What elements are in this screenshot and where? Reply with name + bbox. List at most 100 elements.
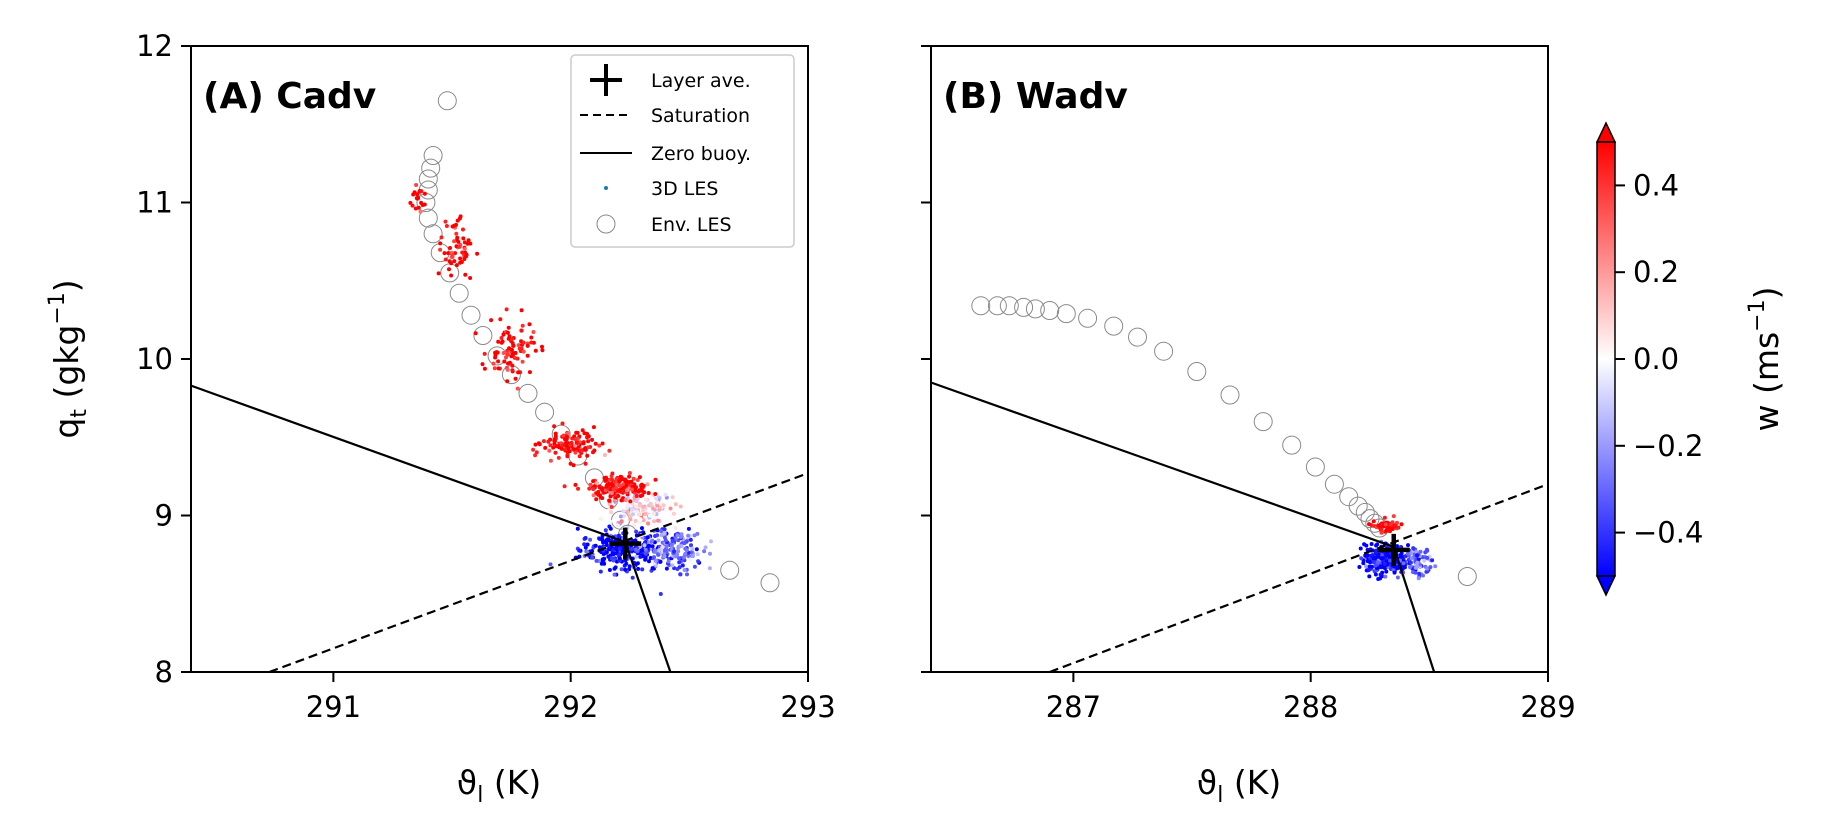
3d-les-point bbox=[548, 562, 553, 567]
env-les-point bbox=[1014, 297, 1034, 317]
3d-les-point bbox=[1367, 567, 1372, 572]
3d-les-point bbox=[496, 339, 501, 344]
3d-les-point bbox=[531, 447, 536, 452]
3d-les-point bbox=[442, 251, 447, 256]
3d-les-point bbox=[1395, 566, 1400, 571]
3d-les-point bbox=[413, 206, 418, 211]
3d-les-point bbox=[447, 267, 451, 272]
3d-les-point bbox=[640, 508, 645, 513]
3d-les-point bbox=[637, 488, 642, 493]
env-les-point bbox=[449, 283, 469, 303]
3d-les-point bbox=[1414, 549, 1419, 554]
3d-les-point bbox=[449, 273, 454, 278]
3d-les-point bbox=[597, 443, 602, 448]
3d-les-point bbox=[640, 567, 645, 572]
3d-les-point bbox=[612, 572, 617, 577]
3d-les-point bbox=[616, 494, 621, 498]
3d-les-point bbox=[622, 514, 626, 518]
x-tick-label: 288 bbox=[1283, 690, 1338, 724]
3d-les-point bbox=[627, 480, 632, 484]
3d-les-point bbox=[499, 336, 504, 340]
3d-les-point bbox=[412, 190, 417, 195]
3d-les-point bbox=[690, 546, 695, 551]
3d-les-point bbox=[1421, 573, 1425, 578]
3d-les-point bbox=[498, 317, 503, 322]
3d-les-point bbox=[662, 531, 667, 536]
3d-les-point bbox=[676, 549, 681, 554]
3d-les-point bbox=[668, 506, 673, 511]
env-les-point bbox=[971, 296, 991, 316]
3d-les-point bbox=[663, 492, 668, 497]
3d-les-point bbox=[709, 539, 713, 544]
3d-les-point bbox=[540, 348, 545, 353]
colorbar-tick-label: 0.4 bbox=[1633, 168, 1679, 202]
3d-les-point bbox=[662, 527, 667, 532]
3d-les-point bbox=[677, 556, 681, 561]
3d-les-point bbox=[436, 271, 441, 276]
3d-les-point bbox=[695, 552, 700, 557]
3d-les-point bbox=[628, 499, 633, 504]
env-les-point bbox=[418, 169, 438, 189]
3d-les-point bbox=[573, 450, 578, 455]
3d-les-point bbox=[579, 448, 584, 453]
3d-les-point bbox=[546, 439, 551, 444]
3d-les-point bbox=[657, 507, 662, 512]
3d-les-point bbox=[580, 428, 585, 433]
3d-les-point bbox=[634, 554, 639, 559]
3d-les-point bbox=[634, 504, 638, 509]
3d-les-point bbox=[1408, 564, 1413, 569]
3d-les-point bbox=[658, 592, 663, 596]
colorbar-gradient bbox=[1596, 141, 1616, 577]
3d-les-point bbox=[416, 195, 421, 200]
3d-les-point bbox=[582, 542, 587, 547]
3d-les-point bbox=[638, 517, 643, 522]
3d-les-point bbox=[1378, 572, 1383, 577]
3d-les-point bbox=[670, 495, 675, 500]
3d-les-point bbox=[520, 359, 525, 364]
3d-les-point bbox=[643, 497, 648, 502]
3d-les-point bbox=[1373, 563, 1378, 568]
3d-les-point bbox=[588, 537, 593, 542]
3d-les-point bbox=[1369, 542, 1374, 546]
3d-les-point bbox=[443, 219, 448, 224]
env-les-point bbox=[1040, 301, 1060, 320]
3d-les-point bbox=[506, 325, 511, 330]
3d-les-point bbox=[563, 437, 567, 442]
3d-les-point bbox=[604, 550, 609, 555]
3d-les-point bbox=[688, 557, 693, 562]
panel-b-saturation-line bbox=[1049, 483, 1548, 672]
3d-les-point bbox=[653, 492, 658, 496]
3d-les-point bbox=[452, 239, 457, 244]
legend-label-layer-ave: Layer ave. bbox=[651, 70, 751, 92]
3d-les-point bbox=[561, 433, 566, 438]
3d-les-point bbox=[673, 554, 678, 559]
3d-les-point bbox=[653, 477, 658, 482]
3d-les-point bbox=[1379, 530, 1384, 535]
3d-les-point bbox=[1395, 520, 1399, 525]
y-tick-label: 12 bbox=[136, 29, 173, 63]
3d-les-point bbox=[600, 557, 605, 562]
3d-les-point bbox=[1388, 522, 1393, 527]
3d-les-point bbox=[422, 191, 427, 196]
3d-les-point bbox=[504, 355, 508, 360]
3d-les-point bbox=[1393, 524, 1398, 529]
3d-les-point bbox=[651, 511, 656, 516]
3d-les-point bbox=[593, 543, 598, 548]
3d-les-point bbox=[609, 491, 614, 495]
3d-les-point bbox=[629, 506, 634, 511]
3d-les-point bbox=[577, 454, 582, 459]
3d-les-point bbox=[461, 227, 465, 232]
3d-les-point bbox=[553, 450, 558, 455]
3d-les-point bbox=[600, 441, 605, 446]
3d-les-point bbox=[504, 307, 509, 312]
3d-les-point bbox=[661, 503, 666, 508]
legend-dot-marker bbox=[604, 186, 608, 190]
3d-les-point bbox=[465, 241, 470, 246]
3d-les-point bbox=[450, 253, 455, 258]
3d-les-point bbox=[603, 478, 608, 483]
3d-les-point bbox=[1390, 527, 1395, 531]
3d-les-point bbox=[1358, 546, 1363, 551]
3d-les-point bbox=[634, 494, 639, 498]
3d-les-point bbox=[1383, 522, 1388, 527]
3d-les-point bbox=[480, 362, 485, 367]
